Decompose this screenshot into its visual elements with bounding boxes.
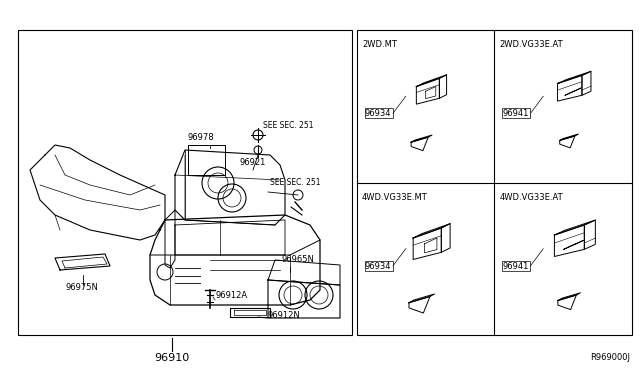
Text: SEE SEC. 251: SEE SEC. 251	[263, 121, 314, 130]
Bar	[357, 30, 632, 335]
Text: 96912N: 96912N	[268, 311, 301, 320]
Text: 96941: 96941	[502, 262, 529, 271]
Bar	[365, 108, 393, 118]
Text: 96934: 96934	[365, 262, 392, 271]
Text: R969000J: R969000J	[590, 353, 630, 362]
Text: 2WD.MT: 2WD.MT	[362, 40, 397, 49]
Text: 96934: 96934	[365, 109, 392, 118]
Text: 96978: 96978	[188, 133, 214, 142]
Text: 96965N: 96965N	[282, 255, 315, 264]
Text: 96912A: 96912A	[215, 291, 247, 300]
Text: 96910: 96910	[154, 353, 189, 363]
Text: 4WD.VG33E.AT: 4WD.VG33E.AT	[499, 192, 563, 202]
Text: 4WD.VG33E.MT: 4WD.VG33E.MT	[362, 192, 428, 202]
Bar	[502, 108, 531, 118]
Text: SEE SEC. 251: SEE SEC. 251	[270, 178, 321, 187]
Bar	[502, 261, 531, 271]
Bar	[365, 261, 393, 271]
Text: 96975N: 96975N	[65, 283, 98, 292]
Text: 2WD.VG33E.AT: 2WD.VG33E.AT	[499, 40, 563, 49]
Text: 96941: 96941	[502, 109, 529, 118]
Bar	[18, 30, 352, 335]
Text: 96921: 96921	[240, 158, 266, 167]
